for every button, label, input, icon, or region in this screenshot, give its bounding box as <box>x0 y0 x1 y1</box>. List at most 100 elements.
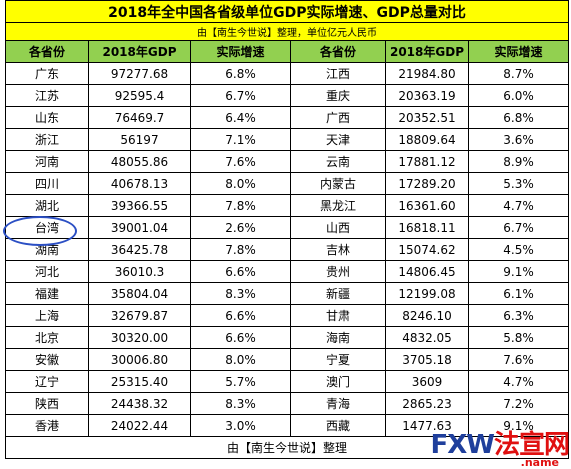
cell: 32679.87 <box>88 304 191 327</box>
cell: 24022.44 <box>88 414 191 437</box>
cell: 6.6% <box>190 326 291 349</box>
cell: 5.8% <box>467 326 570 349</box>
cell: 20363.19 <box>385 84 469 107</box>
data-row: 山东 76469.7 6.4% 广西 20352.51 6.8% <box>5 106 570 129</box>
cell: 新疆 <box>290 282 386 305</box>
cell: 97277.68 <box>88 62 191 85</box>
cell: 辽宁 <box>5 370 89 393</box>
column-header: 实际增速 <box>190 40 291 63</box>
cell: 7.6% <box>467 348 570 371</box>
cell: 江西 <box>290 62 386 85</box>
table-body: 2018年全中国各省级单位GDP实际增速、GDP总量对比 由【南生今世说】整理，… <box>4 0 570 459</box>
cell: 6.6% <box>190 304 291 327</box>
cell: 浙江 <box>5 128 89 151</box>
cell: 6.1% <box>467 282 570 305</box>
cell: 吉林 <box>290 238 386 261</box>
cell: 内蒙古 <box>290 172 386 195</box>
cell: 7.8% <box>190 238 291 261</box>
cell: 天津 <box>290 128 386 151</box>
footer-row: 由【南生今世说】整理 <box>4 436 570 459</box>
cell: 8.7% <box>467 62 570 85</box>
cell: 北京 <box>5 326 89 349</box>
subtitle-row: 由【南生今世说】整理，单位亿元人民币 <box>4 22 570 41</box>
cell: 6.0% <box>467 84 570 107</box>
cell: 上海 <box>5 304 89 327</box>
cell: 30320.00 <box>88 326 191 349</box>
watermark-sub: .name <box>520 456 559 469</box>
cell: 17289.20 <box>385 172 469 195</box>
cell: 76469.7 <box>88 106 191 129</box>
cell: 8.9% <box>467 150 570 173</box>
data-row: 浙江 56197 7.1% 天津 18809.64 3.6% <box>5 128 570 151</box>
column-header: 各省份 <box>5 40 89 63</box>
cell: 广东 <box>5 62 89 85</box>
cell: 山东 <box>5 106 89 129</box>
cell: 16818.11 <box>385 216 469 239</box>
cell: 24438.32 <box>88 392 191 415</box>
cell: 四川 <box>5 172 89 195</box>
data-row: 江苏 92595.4 6.7% 重庆 20363.19 6.0% <box>5 84 570 107</box>
data-row: 广东 97277.68 6.8% 江西 21984.80 8.7% <box>5 62 570 85</box>
cell: 14806.45 <box>385 260 469 283</box>
cell: 6.8% <box>190 62 291 85</box>
cell: 17881.12 <box>385 150 469 173</box>
title: 2018年全中国各省级单位GDP实际增速、GDP总量对比 <box>4 0 570 23</box>
data-row: 安徽 30006.80 8.0% 宁夏 3705.18 7.6% <box>5 348 570 371</box>
cell: 4832.05 <box>385 326 469 349</box>
cell: 河北 <box>5 260 89 283</box>
cell: 8.3% <box>190 392 291 415</box>
subtitle: 由【南生今世说】整理，单位亿元人民币 <box>4 22 570 41</box>
cell: 5.3% <box>467 172 570 195</box>
cell: 8.3% <box>190 282 291 305</box>
cell: 宁夏 <box>290 348 386 371</box>
cell: 9.1% <box>467 260 570 283</box>
cell: 西藏 <box>290 414 386 437</box>
cell: 25315.40 <box>88 370 191 393</box>
data-row: 辽宁 25315.40 5.7% 澳门 3609 4.7% <box>5 370 570 393</box>
header-row: 各省份 2018年GDP 实际增速 各省份 2018年GDP 实际增速 <box>5 40 570 63</box>
cell: 3.6% <box>467 128 570 151</box>
data-row: 福建 35804.04 8.3% 新疆 12199.08 6.1% <box>5 282 570 305</box>
column-header: 2018年GDP <box>88 40 191 63</box>
column-header: 2018年GDP <box>385 40 469 63</box>
column-header: 各省份 <box>290 40 386 63</box>
cell: 12199.08 <box>385 282 469 305</box>
cell: 澳门 <box>290 370 386 393</box>
cell: 40678.13 <box>88 172 191 195</box>
data-row: 四川 40678.13 8.0% 内蒙古 17289.20 5.3% <box>5 172 570 195</box>
cell: 3.0% <box>190 414 291 437</box>
cell: 4.7% <box>467 194 570 217</box>
watermark: FXW法宣网 <box>430 430 570 460</box>
cell: 3705.18 <box>385 348 469 371</box>
cell: 30006.80 <box>88 348 191 371</box>
cell: 4.7% <box>467 370 570 393</box>
data-row: 陕西 24438.32 8.3% 青海 2865.23 7.2% <box>5 392 570 415</box>
highlight-ellipse <box>3 216 77 246</box>
data-row: 河北 36010.3 6.6% 贵州 14806.45 9.1% <box>5 260 570 283</box>
cell: 3609 <box>385 370 469 393</box>
cell: 18809.64 <box>385 128 469 151</box>
cell: 海南 <box>290 326 386 349</box>
cell: 8246.10 <box>385 304 469 327</box>
cell: 江苏 <box>5 84 89 107</box>
cell: 安徽 <box>5 348 89 371</box>
data-row: 湖南 36425.78 7.8% 吉林 15074.62 4.5% <box>5 238 570 261</box>
cell: 7.6% <box>190 150 291 173</box>
cell: 16361.60 <box>385 194 469 217</box>
cell: 6.3% <box>467 304 570 327</box>
cell: 20352.51 <box>385 106 469 129</box>
cell: 重庆 <box>290 84 386 107</box>
data-row: 台湾 39001.04 2.6% 山西 16818.11 6.7% <box>5 216 570 239</box>
cell: 6.8% <box>467 106 570 129</box>
title-row: 2018年全中国各省级单位GDP实际增速、GDP总量对比 <box>4 0 570 23</box>
data-row: 上海 32679.87 6.6% 甘肃 8246.10 6.3% <box>5 304 570 327</box>
cell: 39001.04 <box>88 216 191 239</box>
gdp-table: 2018年全中国各省级单位GDP实际增速、GDP总量对比 由【南生今世说】整理，… <box>4 0 570 459</box>
cell: 8.0% <box>190 348 291 371</box>
cell: 15074.62 <box>385 238 469 261</box>
cell: 河南 <box>5 150 89 173</box>
cell: 7.1% <box>190 128 291 151</box>
cell: 青海 <box>290 392 386 415</box>
cell: 湖北 <box>5 194 89 217</box>
